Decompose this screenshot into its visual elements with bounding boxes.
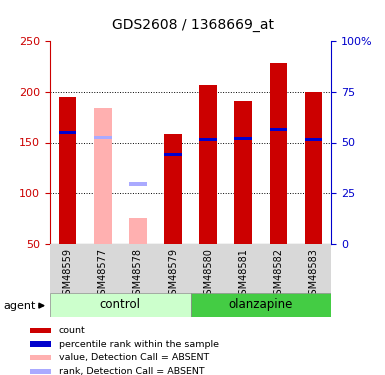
- Bar: [59, 97, 76, 244]
- Text: GSM48582: GSM48582: [273, 248, 283, 301]
- Text: GSM48583: GSM48583: [308, 248, 318, 300]
- Bar: [50, 292, 191, 317]
- Bar: [164, 153, 182, 156]
- Text: olanzapine: olanzapine: [229, 298, 293, 311]
- Text: GSM48581: GSM48581: [238, 248, 248, 300]
- Text: value, Detection Call = ABSENT: value, Detection Call = ABSENT: [59, 353, 209, 362]
- Bar: [59, 131, 76, 134]
- Text: control: control: [100, 298, 141, 311]
- Bar: [305, 92, 322, 244]
- Text: GSM48578: GSM48578: [133, 248, 143, 301]
- Text: agent: agent: [4, 301, 36, 310]
- Bar: [199, 138, 217, 141]
- Text: rank, Detection Call = ABSENT: rank, Detection Call = ABSENT: [59, 367, 204, 375]
- Text: GSM48559: GSM48559: [63, 248, 73, 301]
- Text: count: count: [59, 326, 85, 335]
- Bar: [94, 108, 112, 244]
- Bar: [30, 341, 52, 346]
- Bar: [234, 137, 252, 140]
- Bar: [164, 134, 182, 244]
- Bar: [30, 355, 52, 360]
- Bar: [199, 85, 217, 244]
- Bar: [234, 101, 252, 244]
- Text: percentile rank within the sample: percentile rank within the sample: [59, 339, 219, 348]
- Text: GSM48579: GSM48579: [168, 248, 178, 301]
- Bar: [270, 128, 287, 131]
- Bar: [129, 218, 147, 244]
- Bar: [270, 63, 287, 244]
- Bar: [129, 183, 147, 186]
- Bar: [94, 136, 112, 139]
- Text: GSM48580: GSM48580: [203, 248, 213, 300]
- Bar: [30, 369, 52, 374]
- Bar: [305, 138, 322, 141]
- Text: GDS2608 / 1368669_at: GDS2608 / 1368669_at: [112, 18, 273, 32]
- Text: GSM48577: GSM48577: [98, 248, 108, 301]
- Bar: [30, 328, 52, 333]
- Bar: [191, 292, 331, 317]
